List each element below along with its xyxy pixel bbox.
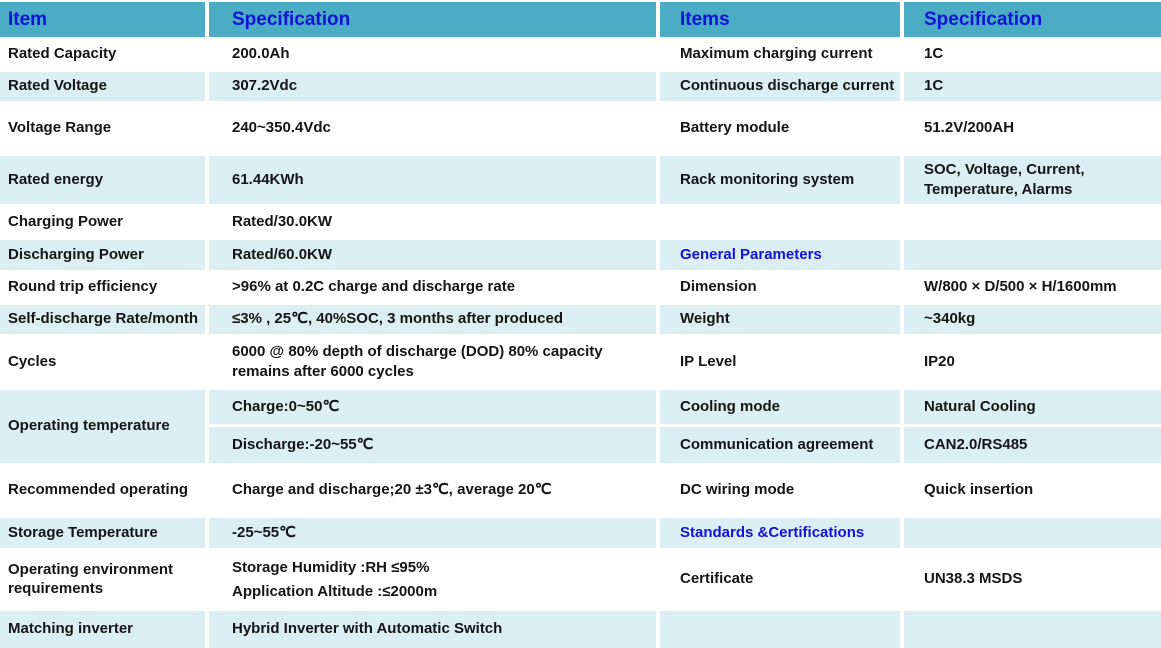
- spec-value-cell: Discharge:-20~55℃: [209, 427, 656, 463]
- item-name-cell: IP Level: [660, 337, 900, 387]
- spec-value-cell: W/800 × D/500 × H/1600mm: [904, 273, 1161, 302]
- item-name-cell: Rated Capacity: [0, 40, 205, 69]
- item-name-cell: Rated energy: [0, 156, 205, 204]
- item-name-cell: Recommended operating: [0, 466, 205, 515]
- empty-cell: [660, 611, 900, 648]
- spec-value-cell: Rated/60.0KW: [209, 240, 656, 270]
- empty-cell: [904, 611, 1161, 648]
- item-name-cell: Rated Voltage: [0, 72, 205, 101]
- column-header-specification-left: Specification: [209, 2, 656, 37]
- item-name-cell: Matching inverter: [0, 611, 205, 648]
- spec-value-cell: Charge:0~50℃: [209, 390, 656, 424]
- spec-value-cell: Storage Humidity :RH ≤95% Application Al…: [209, 551, 656, 608]
- item-name-cell: DC wiring mode: [660, 466, 900, 515]
- item-name-cell: Rack monitoring system: [660, 156, 900, 204]
- item-name-cell: Battery module: [660, 104, 900, 153]
- spec-value-cell: >96% at 0.2C charge and discharge rate: [209, 273, 656, 302]
- item-name-cell: Maximum charging current: [660, 40, 900, 69]
- item-name-cell: Communication agreement: [660, 427, 900, 463]
- empty-cell: [904, 240, 1161, 270]
- column-header-item: Item: [0, 2, 205, 37]
- column-header-specification-right: Specification: [904, 2, 1161, 37]
- spec-value-cell: 200.0Ah: [209, 40, 656, 69]
- spec-value-cell: SOC, Voltage, Current, Temperature, Alar…: [904, 156, 1161, 204]
- section-header-standards-certifications: Standards &Certifications: [660, 518, 900, 548]
- spec-value-cell: Charge and discharge;20 ±3℃, average 20℃: [209, 466, 656, 515]
- item-name-cell: Charging Power: [0, 207, 205, 237]
- spec-value-cell: 1C: [904, 40, 1161, 69]
- item-name-cell: Discharging Power: [0, 240, 205, 270]
- item-name-cell: Self-discharge Rate/month: [0, 305, 205, 334]
- spec-value-cell: -25~55℃: [209, 518, 656, 548]
- item-name-cell: Round trip efficiency: [0, 273, 205, 302]
- item-name-cell: Operating temperature: [0, 390, 205, 463]
- spec-value-cell: IP20: [904, 337, 1161, 387]
- item-name-cell: Cycles: [0, 337, 205, 387]
- item-name-cell: Weight: [660, 305, 900, 334]
- section-header-general-parameters: General Parameters: [660, 240, 900, 270]
- item-name-cell: Continuous discharge current: [660, 72, 900, 101]
- spec-value-cell: Quick insertion: [904, 466, 1161, 515]
- spec-value-cell: ~340kg: [904, 305, 1161, 334]
- spec-value-cell: 240~350.4Vdc: [209, 104, 656, 153]
- spec-value-cell: UN38.3 MSDS: [904, 551, 1161, 608]
- item-name-cell: Dimension: [660, 273, 900, 302]
- item-name-cell: Voltage Range: [0, 104, 205, 153]
- spec-value-cell: CAN2.0/RS485: [904, 427, 1161, 463]
- spec-value-cell: Rated/30.0KW: [209, 207, 656, 237]
- spec-value-cell: ≤3% , 25℃, 40%SOC, 3 months after produc…: [209, 305, 656, 334]
- spec-value-cell: 1C: [904, 72, 1161, 101]
- empty-cell: [660, 207, 900, 237]
- spec-value-cell: Hybrid Inverter with Automatic Switch: [209, 611, 656, 648]
- spec-value-cell: 307.2Vdc: [209, 72, 656, 101]
- empty-cell: [904, 207, 1161, 237]
- item-name-cell: Cooling mode: [660, 390, 900, 424]
- column-header-items: Items: [660, 2, 900, 37]
- item-name-cell: Certificate: [660, 551, 900, 608]
- empty-cell: [904, 518, 1161, 548]
- spec-value-cell: 6000 @ 80% depth of discharge (DOD) 80% …: [209, 337, 656, 387]
- item-name-cell: Operating environment requirements: [0, 551, 205, 608]
- spec-value-cell: Natural Cooling: [904, 390, 1161, 424]
- item-name-cell: Storage Temperature: [0, 518, 205, 548]
- spec-value-cell: 51.2V/200AH: [904, 104, 1161, 153]
- spec-value-cell: 61.44KWh: [209, 156, 656, 204]
